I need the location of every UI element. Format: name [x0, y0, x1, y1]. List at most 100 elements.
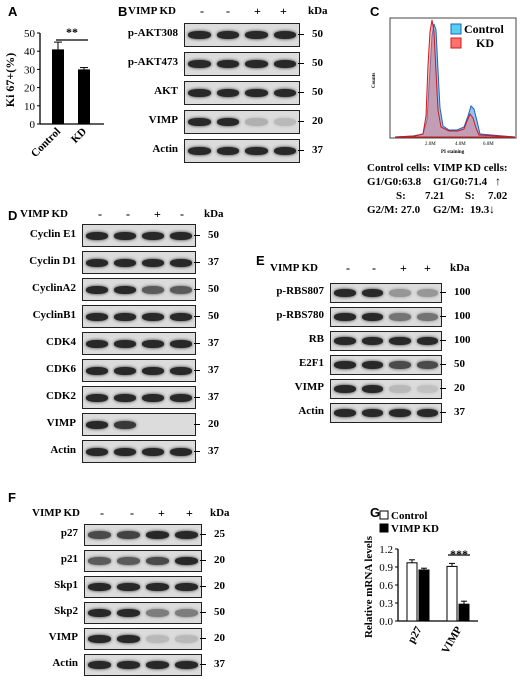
significance-stars: ***: [450, 547, 468, 561]
band-lane-3: [142, 231, 164, 240]
lane-1-symbol: -: [200, 4, 204, 18]
vimp-kd-header: VIMP KD: [270, 262, 318, 274]
marker-tick: [194, 450, 200, 452]
marker-tick: [194, 234, 200, 236]
band-lane-1: [88, 609, 111, 617]
blot-strip-vimp: [184, 110, 300, 134]
row-label-cdk2: CDK2: [46, 389, 76, 402]
band-lane-4: [273, 89, 296, 97]
row-label-p-rbs807: p-RBS807: [276, 285, 324, 297]
band-lane-2: [216, 118, 239, 126]
row-label-actin: Actin: [298, 405, 324, 417]
band-lane-1: [86, 366, 108, 375]
band-lane-1: [188, 118, 211, 126]
band-lane-3: [142, 285, 164, 294]
kda-marker: 50: [214, 606, 225, 618]
kda-marker: 100: [454, 310, 471, 322]
control-g1g0: G1/G0:63.8: [367, 176, 422, 188]
marker-tick: [194, 261, 200, 263]
bar-vimp-kd-vimp: [458, 603, 470, 622]
marker-tick: [298, 92, 304, 93]
marker-tick: [200, 534, 206, 535]
row-label-actin: Actin: [50, 443, 76, 456]
blot-strip-skp2: [84, 602, 202, 624]
lane-3-symbol: +: [158, 506, 165, 520]
band-lane-4: [170, 339, 192, 348]
kda-marker: 20: [214, 580, 225, 592]
band-lane-1: [86, 312, 108, 321]
legend-control: Control: [464, 22, 504, 36]
row-label-actin: Actin: [152, 143, 178, 155]
lane-1-symbol: -: [98, 207, 102, 221]
band-lane-2: [117, 557, 140, 565]
row-label-p21: p21: [60, 553, 78, 565]
band-lane-1: [334, 289, 356, 297]
blot-strip-actin: [84, 654, 202, 676]
marker-tick: [440, 364, 446, 365]
legend-swatch-vimp-kd: [379, 523, 389, 533]
up-arrow-icon: ↑: [495, 174, 501, 188]
y-tick-label-0: 0: [30, 119, 36, 131]
panel-label-f: F: [8, 490, 16, 505]
significance-stars: **: [66, 25, 78, 39]
marker-tick: [194, 423, 200, 425]
y-tick-label-1.2: 1.2: [379, 544, 393, 556]
band-lane-3: [146, 557, 169, 565]
band-lane-4: [170, 366, 192, 375]
band-lane-2: [216, 147, 239, 155]
kda-marker: 37: [208, 390, 219, 403]
panel-label-d: D: [8, 208, 18, 223]
band-lane-2: [216, 89, 239, 97]
band-lane-2: [216, 60, 239, 68]
kda-marker: 50: [454, 358, 465, 370]
blot-strip-akt: [184, 81, 300, 105]
bar-vimp-kd-p27: [418, 569, 430, 622]
panel-label-a: A: [8, 4, 18, 19]
lane-1-symbol: -: [100, 506, 104, 520]
x-category-label-kd: KD: [69, 126, 89, 146]
legend-kd: KD: [476, 36, 494, 50]
band-lane-1: [334, 361, 356, 369]
band-lane-2: [361, 289, 383, 297]
panel-label-c: C: [370, 4, 380, 19]
band-lane-1: [88, 635, 111, 643]
band-lane-3: [389, 409, 411, 417]
blot-strip-cyclin-e1: [82, 224, 196, 247]
band-lane-4: [170, 258, 192, 267]
kda-marker: 50: [312, 86, 323, 98]
band-lane-1: [334, 385, 356, 393]
kda-header: kDa: [450, 262, 470, 274]
band-lane-3: [245, 31, 268, 39]
legend-swatch-kd: [450, 37, 462, 49]
band-lane-1: [334, 337, 356, 345]
kda-marker: 37: [208, 255, 219, 268]
kda-marker: 37: [312, 144, 323, 156]
band-lane-3: [142, 393, 164, 402]
band-lane-4: [175, 661, 198, 669]
band-lane-1: [88, 531, 111, 539]
blot-strip-actin: [82, 440, 196, 463]
marker-tick: [194, 315, 200, 317]
band-lane-4: [175, 583, 198, 591]
row-label-skp2: Skp2: [54, 605, 78, 617]
kd-cells-title: VIMP KD cells:: [433, 162, 508, 174]
blot-strip-p-rbs807: [330, 283, 442, 303]
control-s-value: 7.21: [425, 190, 445, 202]
kda-marker: 37: [214, 658, 225, 670]
kda-marker: 50: [312, 28, 323, 40]
row-label-vimp: VIMP: [48, 631, 78, 643]
lane-1-symbol: -: [346, 261, 350, 275]
band-lane-3: [245, 118, 268, 126]
band-lane-2: [114, 285, 136, 294]
band-lane-2: [114, 312, 136, 321]
kda-header: kDa: [308, 5, 328, 17]
y-tick-label-0.6: 0.6: [379, 580, 393, 592]
vimp-kd-header: VIMP KD: [20, 208, 68, 220]
bar-kd: [78, 69, 90, 124]
kda-header: kDa: [210, 507, 230, 519]
band-lane-1: [88, 557, 111, 565]
row-label-cyclin-e1: Cyclin E1: [29, 227, 76, 240]
control-s-label: S:: [396, 190, 406, 202]
band-lane-2: [361, 313, 383, 321]
kd-s-label: S:: [465, 190, 475, 202]
